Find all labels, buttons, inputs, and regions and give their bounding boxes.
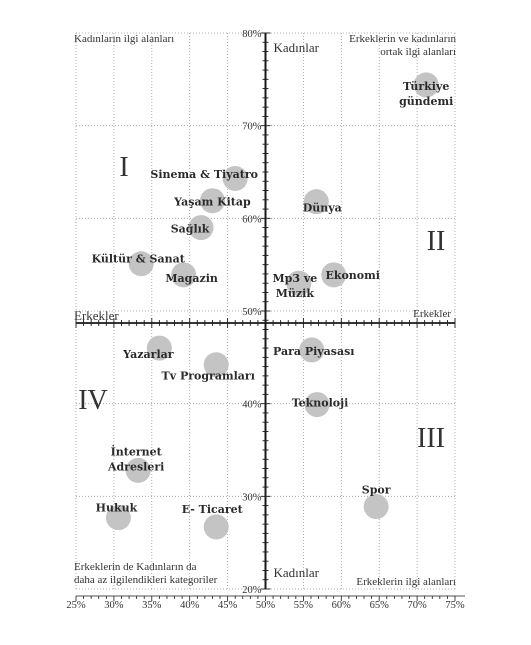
point-label-hukuk: Hukuk (96, 502, 138, 515)
quadrant-label-III: III (417, 423, 445, 454)
axis-label-right: Erkekler (413, 308, 451, 320)
axis-label-top: Kadınlar (274, 40, 320, 55)
point-label-tv-programları: Tv Programları (162, 370, 255, 383)
point-label-yazarlar: Yazarlar (122, 348, 174, 361)
point-label-para-piyasası: Para Piyasası (273, 345, 355, 358)
point-label-mp3-ve-müzik: Mp3 ve Müzik (272, 272, 317, 300)
point-marker-tv-programları (203, 352, 229, 378)
x-tick-label: 60% (332, 600, 352, 611)
y-tick-label: 30% (242, 492, 262, 503)
x-tick-label: 40% (180, 600, 200, 611)
axis-label-left: Erkekler (74, 308, 119, 323)
point-label-yaşam-kitap: Yaşam Kitap (173, 196, 251, 209)
point-marker-spor (363, 494, 389, 520)
x-tick-label: 45% (218, 600, 238, 611)
x-tick-label: 30% (104, 600, 124, 611)
y-tick-label: 60% (242, 214, 262, 225)
y-tick-label: 40% (242, 400, 262, 411)
point-marker-kültür-sanat (128, 251, 154, 277)
y-tick-label: 50% (242, 307, 262, 318)
corner-caption-top-right: Erkeklerin ve kadınların ortak ilgi alanl… (349, 33, 456, 58)
chart-axes: 20% 30% 40% 50% 60% 70% 80% 25% 30% 35% 40% 45% 50% 5… (66, 29, 465, 611)
point-label-i-nternet-adresleri: İnternet Adresleri (107, 444, 164, 473)
corner-caption-bottom-right: Erkeklerin ilgi alanları (356, 576, 456, 588)
point-marker-türkiye-gündemi (413, 72, 439, 98)
quadrant-label-IV: IV (78, 385, 108, 416)
x-tick-label: 75% (445, 600, 465, 611)
point-label-kültür-sanat: Kültür & Sanat (92, 253, 186, 266)
x-tick-label: 50% (256, 600, 276, 611)
quadrant-label-I: I (119, 152, 128, 183)
x-tick-label: 65% (370, 600, 390, 611)
corner-caption-bottom-left: Erkeklerin de Kadınların da daha az ilgil… (74, 561, 218, 586)
point-marker-para-piyasası (299, 337, 325, 363)
point-marker-hukuk (105, 505, 131, 531)
axis-label-bottom: Kadınlar (274, 565, 320, 580)
x-tick-label: 25% (66, 600, 86, 611)
point-label-teknoloji: Teknoloji (292, 397, 349, 410)
point-marker-ekonomi (321, 262, 347, 288)
point-marker-yazarlar (146, 335, 172, 361)
point-marker-i-nternet-adresleri (125, 457, 151, 483)
quadrant-label-II: II (427, 226, 446, 257)
point-marker-e-ticaret (203, 514, 229, 540)
point-label-spor: Spor (362, 484, 391, 497)
x-tick-label: 35% (142, 600, 162, 611)
y-tick-label: 20% (242, 585, 262, 596)
point-label-ekonomi: Ekonomi (325, 269, 380, 282)
y-tick-label: 70% (242, 122, 262, 133)
point-marker-magazin (171, 262, 197, 288)
data-points: Türkiye gündemi Sinema & Tiyatro Dünya Yaşam… (92, 72, 453, 540)
point-marker-mp3-ve-müzik (286, 270, 312, 296)
point-marker-teknoloji (304, 392, 330, 418)
corner-captions: Kadınların ilgi alanları Erkeklerin ve ka… (74, 33, 456, 588)
x-tick-label: 70% (407, 600, 427, 611)
point-label-e-ticaret: E- Ticaret (182, 503, 244, 516)
point-label-sağlık: Sağlık (171, 223, 210, 236)
y-tick-label: 80% (242, 29, 262, 40)
corner-caption-top-left: Kadınların ilgi alanları (74, 33, 174, 45)
point-marker-yaşam-kitap (199, 188, 225, 214)
point-label-sinema-tiyatro: Sinema & Tiyatro (150, 168, 258, 181)
point-marker-dünya (303, 189, 329, 215)
point-marker-sağlık (188, 215, 214, 241)
point-label-magazin: Magazin (165, 272, 218, 285)
point-label-türkiye-gündemi: Türkiye gündemi (399, 80, 453, 108)
point-label-dünya: Dünya (303, 202, 342, 215)
point-marker-sinema-tiyatro (222, 165, 248, 191)
x-tick-label: 55% (294, 600, 314, 611)
